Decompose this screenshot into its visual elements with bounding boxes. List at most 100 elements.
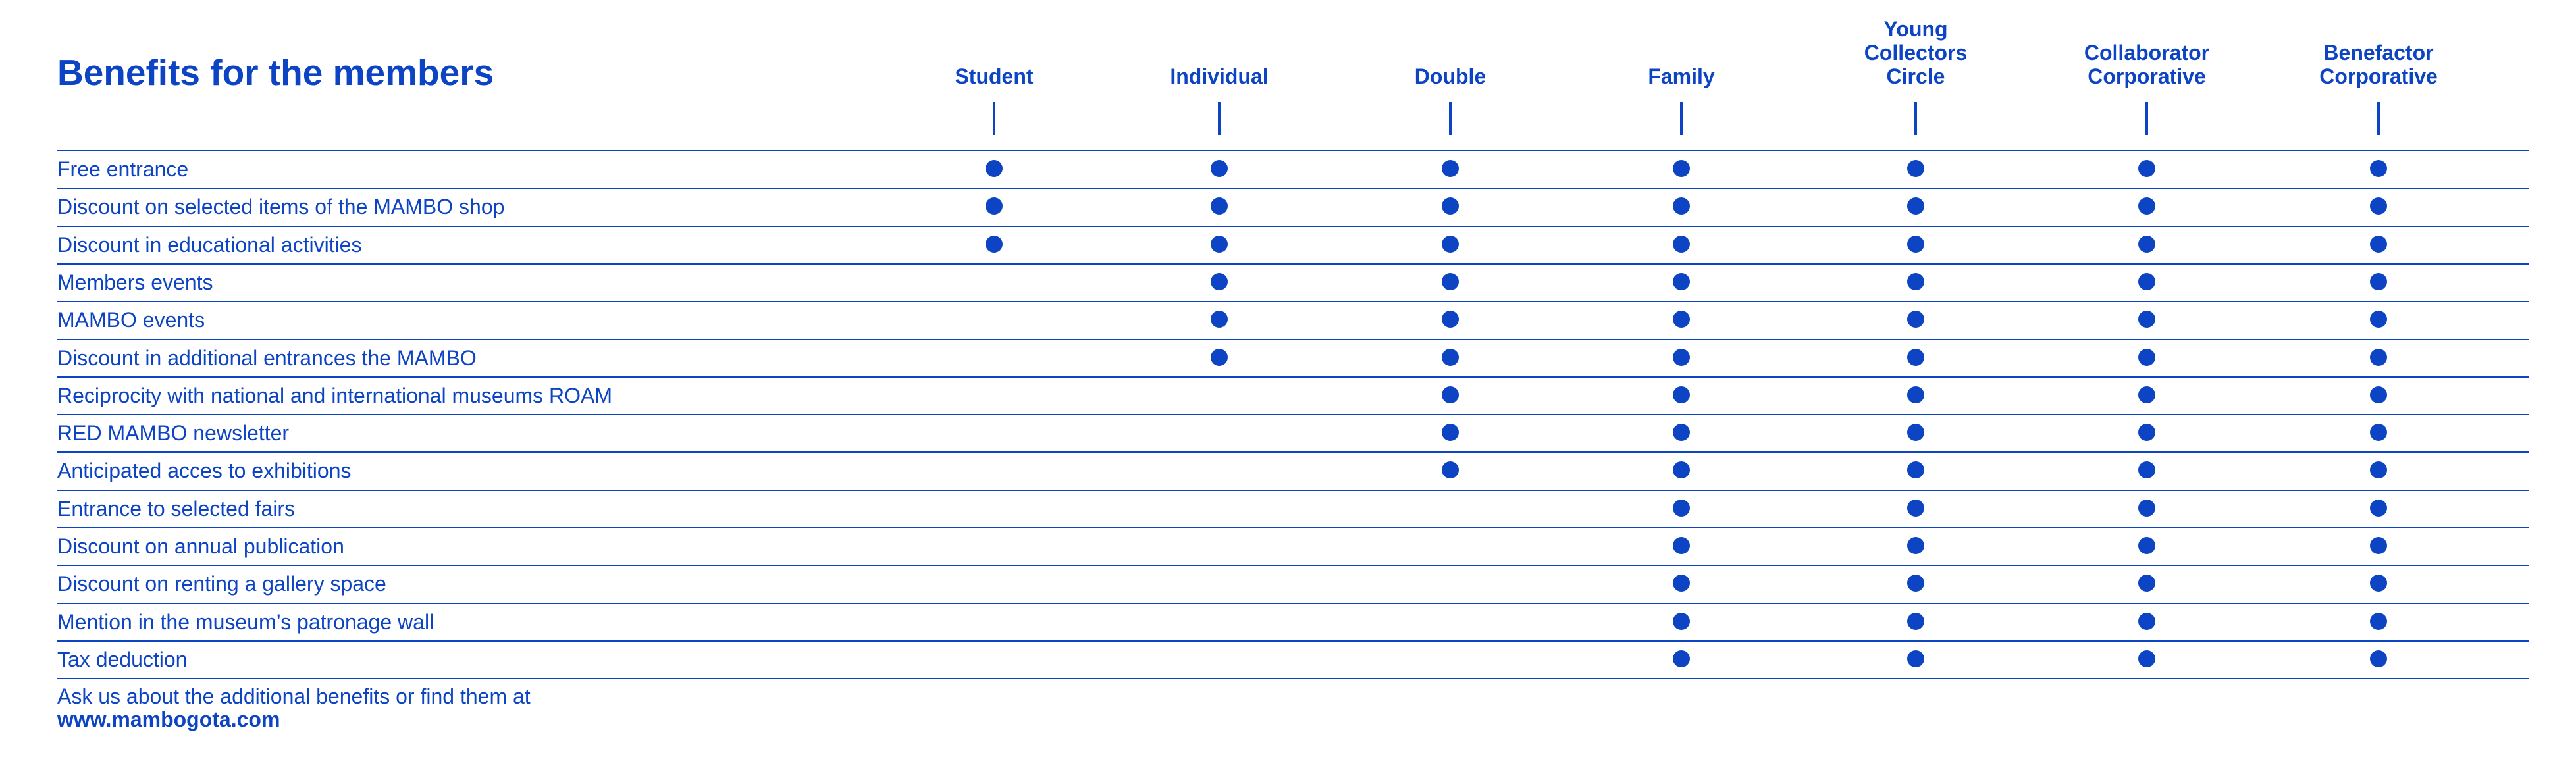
included-dot-icon — [1673, 197, 1690, 215]
included-dot-icon — [986, 197, 1003, 215]
included-dot-icon — [1673, 348, 1690, 366]
row-divider — [57, 640, 2529, 642]
benefit-label: Discount on selected items of the MAMBO … — [57, 195, 505, 219]
table-row: Discount in additional entrances the MAM… — [0, 339, 2576, 376]
column-header-young-collectors-circle: Young Collectors Circle — [1810, 0, 2021, 88]
row-divider — [57, 150, 2529, 151]
included-dot-icon — [1673, 650, 1690, 667]
included-dot-icon — [1442, 235, 1459, 253]
table-row: Tax deduction — [0, 640, 2576, 678]
included-dot-icon — [2138, 311, 2155, 328]
row-divider — [57, 225, 2529, 227]
row-divider — [57, 602, 2529, 604]
benefit-label: Discount in additional entrances the MAM… — [57, 346, 477, 370]
included-dot-icon — [2370, 424, 2387, 442]
table-row: Discount on selected items of the MAMBO … — [0, 188, 2576, 225]
included-dot-icon — [1907, 650, 1924, 667]
included-dot-icon — [2138, 612, 2155, 630]
included-dot-icon — [1907, 612, 1924, 630]
benefit-label: RED MAMBO newsletter — [57, 421, 290, 446]
row-divider — [57, 414, 2529, 416]
included-dot-icon — [1907, 461, 1924, 479]
row-divider — [57, 188, 2529, 190]
row-divider — [57, 263, 2529, 265]
website-link[interactable]: www.mambogota.com — [57, 707, 280, 731]
column-header-label: Double — [1414, 64, 1486, 88]
included-dot-icon — [2370, 160, 2387, 177]
included-dot-icon — [2138, 461, 2155, 479]
included-dot-icon — [1907, 386, 1924, 403]
included-dot-icon — [2138, 575, 2155, 592]
included-dot-icon — [1442, 386, 1459, 403]
included-dot-icon — [2138, 650, 2155, 667]
included-dot-icon — [1907, 311, 1924, 328]
page-title: Benefits for the members — [57, 52, 494, 93]
included-dot-icon — [1211, 197, 1228, 215]
column-header-label: Benefactor Corporative — [2319, 41, 2438, 88]
included-dot-icon — [986, 235, 1003, 253]
benefit-label: Free entrance — [57, 157, 189, 181]
included-dot-icon — [1673, 160, 1690, 177]
row-divider — [57, 527, 2529, 528]
included-dot-icon — [2138, 197, 2155, 215]
column-tick — [993, 102, 995, 135]
included-dot-icon — [1673, 575, 1690, 592]
included-dot-icon — [1907, 197, 1924, 215]
included-dot-icon — [1907, 499, 1924, 517]
column-header-individual: Individual — [1114, 0, 1325, 88]
row-divider — [57, 338, 2529, 340]
table-row: Free entrance — [0, 150, 2576, 188]
column-header-student: Student — [889, 0, 1099, 88]
included-dot-icon — [2370, 348, 2387, 366]
column-header-label: Student — [955, 64, 1034, 88]
included-dot-icon — [2370, 575, 2387, 592]
included-dot-icon — [1673, 311, 1690, 328]
included-dot-icon — [1907, 235, 1924, 253]
included-dot-icon — [1673, 461, 1690, 479]
included-dot-icon — [1211, 311, 1228, 328]
included-dot-icon — [1211, 272, 1228, 290]
row-divider — [57, 678, 2529, 680]
included-dot-icon — [1673, 537, 1690, 554]
table-row: Reciprocity with national and internatio… — [0, 376, 2576, 414]
included-dot-icon — [1673, 386, 1690, 403]
column-header-label: Family — [1648, 64, 1715, 88]
included-dot-icon — [2370, 650, 2387, 667]
included-dot-icon — [1442, 197, 1459, 215]
benefit-label: Anticipated acces to exhibitions — [57, 459, 352, 483]
included-dot-icon — [2370, 386, 2387, 403]
benefit-label: Discount on renting a gallery space — [57, 572, 386, 596]
table-row: Members events — [0, 263, 2576, 301]
table-row: Discount on annual publication — [0, 527, 2576, 565]
table-row: MAMBO events — [0, 301, 2576, 338]
benefit-label: Mention in the museum’s patronage wall — [57, 609, 434, 634]
included-dot-icon — [2138, 160, 2155, 177]
included-dot-icon — [1907, 537, 1924, 554]
column-header-label: Individual — [1170, 64, 1269, 88]
benefit-label: Members events — [57, 270, 213, 294]
benefit-label: MAMBO events — [57, 308, 205, 332]
included-dot-icon — [2138, 272, 2155, 290]
included-dot-icon — [2370, 311, 2387, 328]
column-tick — [2145, 102, 2148, 135]
included-dot-icon — [1907, 348, 1924, 366]
included-dot-icon — [2138, 386, 2155, 403]
included-dot-icon — [1442, 272, 1459, 290]
benefit-label: Tax deduction — [57, 647, 188, 671]
row-divider — [57, 565, 2529, 567]
column-tick — [2377, 102, 2380, 135]
row-divider — [57, 301, 2529, 303]
included-dot-icon — [2370, 499, 2387, 517]
column-header-family: Family — [1576, 0, 1787, 88]
row-divider — [57, 451, 2529, 453]
included-dot-icon — [2138, 235, 2155, 253]
row-divider — [57, 489, 2529, 491]
included-dot-icon — [1442, 348, 1459, 366]
included-dot-icon — [1442, 311, 1459, 328]
included-dot-icon — [1442, 424, 1459, 442]
column-header-label: Young Collectors Circle — [1864, 17, 1968, 88]
included-dot-icon — [2370, 612, 2387, 630]
included-dot-icon — [1211, 235, 1228, 253]
included-dot-icon — [2138, 499, 2155, 517]
included-dot-icon — [1907, 272, 1924, 290]
